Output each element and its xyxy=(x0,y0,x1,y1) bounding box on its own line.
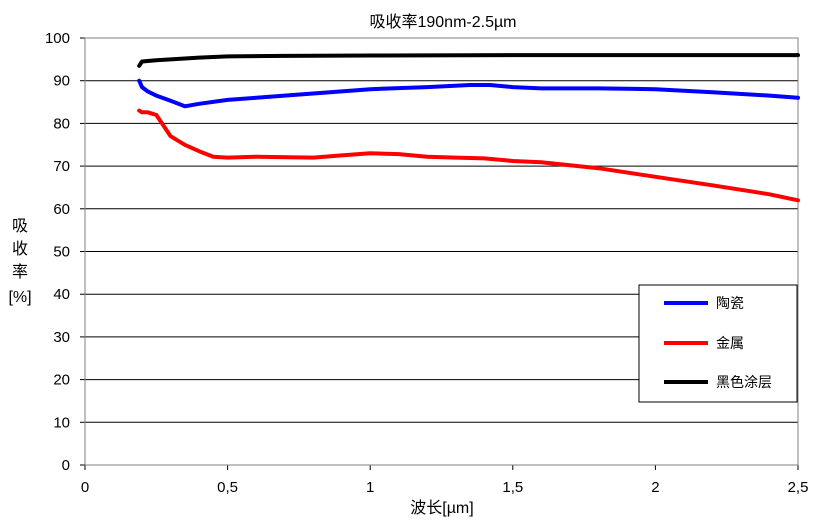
gridlines xyxy=(85,80,798,423)
y-tick-label: 40 xyxy=(53,286,70,303)
y-tick-label: 60 xyxy=(53,201,70,218)
y-tick-label: 20 xyxy=(53,372,70,389)
y-tick-label: 30 xyxy=(53,329,70,346)
y-tick-labels: 0 10 20 30 40 50 60 70 80 90 100 xyxy=(45,30,85,474)
y-tick-label: 50 xyxy=(53,244,70,261)
x-tick-label: 2 xyxy=(651,479,659,496)
series-line xyxy=(137,53,800,68)
series-line xyxy=(137,108,800,203)
y-tick-label: 70 xyxy=(53,158,70,175)
x-tick-label: 0,5 xyxy=(217,479,238,496)
legend-label: 金属 xyxy=(716,335,744,351)
y-tick-label: 10 xyxy=(53,414,70,431)
y-axis-label-line: 收 xyxy=(12,240,28,258)
legend-label: 黑色涂层 xyxy=(716,374,772,390)
series-lines xyxy=(137,53,800,203)
x-tick-label: 2,5 xyxy=(788,479,809,496)
x-tick-label: 1,5 xyxy=(502,479,523,496)
y-tick-label: 0 xyxy=(62,457,70,474)
legend-label: 陶瓷 xyxy=(716,295,744,311)
y-tick-label: 100 xyxy=(45,30,70,47)
series-line xyxy=(137,78,800,109)
y-axis-label-line: 吸 xyxy=(12,218,28,235)
y-axis-label-line: [%] xyxy=(8,289,31,306)
x-tick-label: 1 xyxy=(366,479,374,496)
y-axis-label-line: 率 xyxy=(12,263,28,281)
plot-area-border xyxy=(84,37,799,466)
x-axis-label: 波长[µm] xyxy=(410,499,473,517)
y-tick-label: 80 xyxy=(53,115,70,132)
x-tick-labels: 0 0,5 1 1,5 2 2,5 xyxy=(81,465,809,496)
x-tick-label: 0 xyxy=(81,479,89,496)
y-axis-label: 吸收率 [%] xyxy=(8,218,31,306)
y-tick-label: 90 xyxy=(53,73,70,90)
chart-title: 吸收率190nm-2.5µm xyxy=(369,13,516,31)
